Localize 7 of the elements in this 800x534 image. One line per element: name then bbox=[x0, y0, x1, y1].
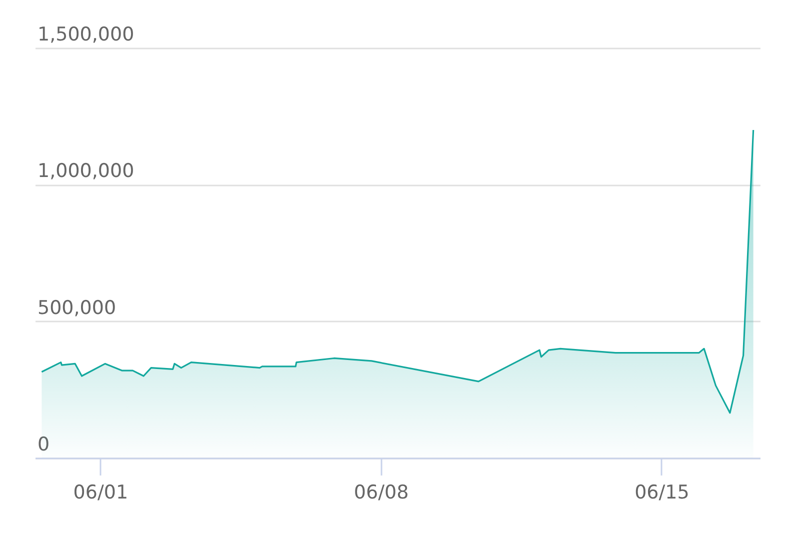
y-tick-label: 500,000 bbox=[38, 296, 116, 319]
x-tick-label: 06/08 bbox=[354, 482, 409, 504]
x-tick-label: 06/15 bbox=[634, 482, 690, 504]
y-tick-label: 1,500,000 bbox=[38, 24, 134, 46]
y-tick-label: 1,000,000 bbox=[38, 160, 134, 182]
x-tick-label: 06/01 bbox=[73, 482, 128, 504]
y-tick-label: 0 bbox=[38, 434, 50, 456]
